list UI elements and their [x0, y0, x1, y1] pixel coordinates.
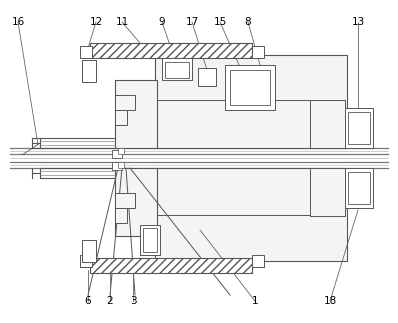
Bar	[225, 65, 275, 110]
Bar	[252, 46, 264, 58]
Bar	[155, 168, 347, 261]
Bar	[115, 80, 157, 148]
Bar	[112, 162, 122, 170]
Text: 11: 11	[115, 17, 129, 27]
Bar	[115, 208, 127, 223]
Bar	[345, 108, 373, 148]
Bar	[118, 162, 124, 168]
Bar	[310, 168, 345, 216]
Bar	[112, 150, 122, 158]
Text: 1: 1	[252, 296, 258, 306]
Text: 12: 12	[90, 17, 103, 27]
Bar	[165, 62, 189, 78]
Text: 9: 9	[159, 17, 165, 27]
Bar	[198, 68, 216, 86]
Text: 17: 17	[185, 17, 199, 27]
Bar	[90, 43, 252, 58]
Text: 15: 15	[213, 17, 226, 27]
Bar	[115, 110, 127, 125]
Text: 13: 13	[351, 17, 365, 27]
Text: 16: 16	[12, 17, 25, 27]
Bar	[80, 46, 92, 58]
Text: 18: 18	[323, 296, 337, 306]
Text: 2: 2	[107, 296, 113, 306]
Bar	[155, 55, 347, 148]
Bar	[118, 148, 124, 154]
Bar	[345, 168, 373, 208]
Bar	[115, 168, 157, 236]
Text: 8: 8	[245, 17, 251, 27]
Bar	[82, 60, 96, 82]
Bar	[230, 70, 270, 105]
Bar	[115, 193, 135, 208]
Bar	[310, 100, 345, 148]
Text: 6: 6	[85, 296, 91, 306]
Bar	[252, 255, 264, 267]
Bar	[348, 112, 370, 144]
Bar	[348, 172, 370, 204]
Bar	[82, 240, 96, 262]
Text: 3: 3	[130, 296, 136, 306]
Bar	[162, 58, 192, 80]
Bar	[90, 258, 252, 273]
Bar	[115, 95, 135, 110]
Bar	[140, 225, 160, 255]
Bar	[80, 255, 92, 267]
Bar	[143, 228, 157, 252]
